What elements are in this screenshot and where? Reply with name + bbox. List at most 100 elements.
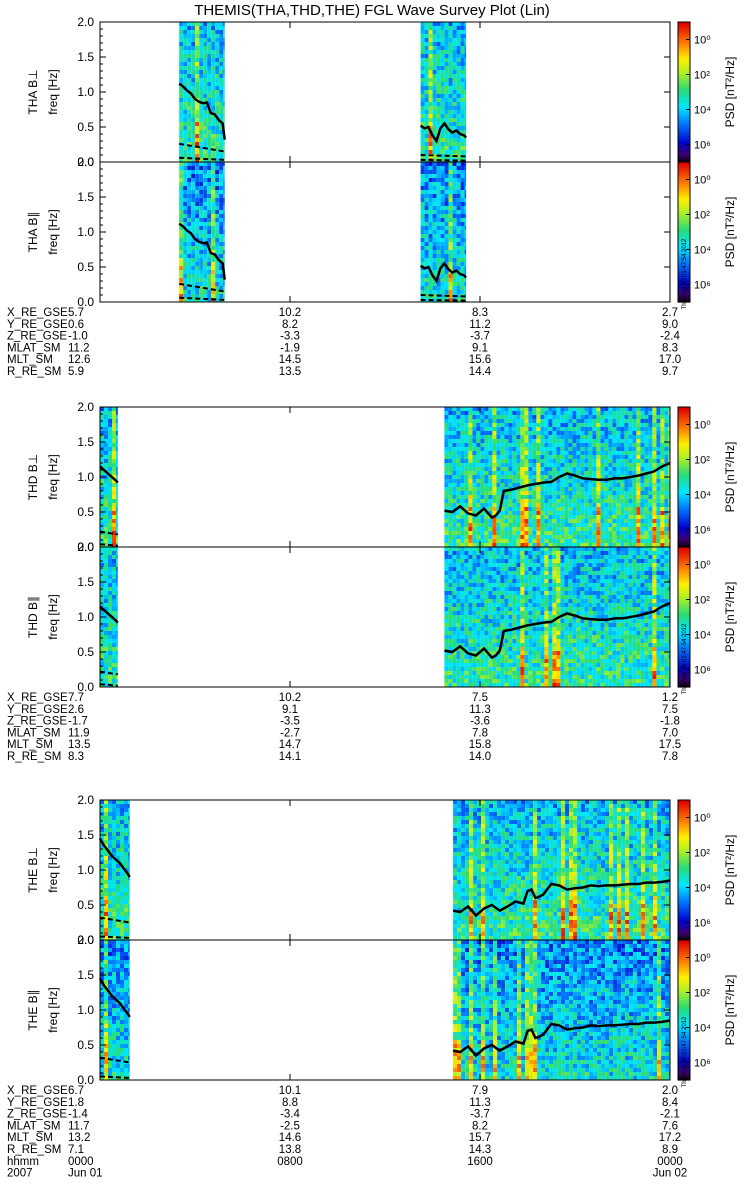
ephemeris-value: 13.8 [279,1144,301,1156]
ephemeris-value: 7.8 [662,751,678,763]
y-tick-label: 2.0 [77,15,94,29]
y-tick-label: 1.0 [77,610,94,624]
time-row-label: hhmm [7,1156,39,1168]
ephemeris-table: X_RE_GSE 7.7 10.2 7.5 1.2Y_RE_GSE 2.6 9.1 11.3 7… [7,692,681,763]
colorbar: 10⁶ 10⁴ 10² 10⁰ PSD [nT²/Hz] [677,21,737,163]
colorbar-tick-label: 10⁶ [694,665,711,677]
ephemeris-value: 2.6 [68,704,84,716]
colorbar-label: PSD [nT²/Hz] [723,197,737,268]
panel-label: THE B∥ [26,989,40,1030]
y-tick-label: 0.0 [77,933,94,947]
ephemeris-value: -3.7 [470,331,490,343]
colorbar: 10⁶ 10⁴ 10² 10⁰ PSD [nT²/Hz] Thu Aug 30 01:47… [677,939,737,1087]
dashed-line-lower [99,935,130,939]
timestamp-stamp: Thu Aug 30 01:47:54 2012 [682,1016,688,1087]
ephemeris-value: 14.3 [469,1144,491,1156]
y-tick-label: 1.0 [77,1003,94,1017]
ephemeris-row-label: R_RE_SM [7,751,61,763]
panel-label: THE B⊥ [26,847,40,893]
cyclotron-line [452,879,671,918]
ephemeris-value: 8.3 [68,751,84,763]
ephemeris-row-label: X_RE_GSE [7,307,68,319]
dashed-line-upper [99,916,130,924]
ephemeris-value: 2.7 [662,307,678,319]
cyclotron-line [452,1019,671,1058]
y-tick-label: 0.0 [77,155,94,169]
colorbar-tick-label: 10⁴ [694,105,711,117]
ephemeris-value: 14.4 [469,366,492,378]
colorbar-tick-label: 10² [694,848,710,860]
dashed-line-lower [99,1075,130,1079]
colorbar-tick-label: 10⁴ [694,490,711,502]
y-tick-label: 1.5 [77,968,94,982]
y-tick-label: 0.5 [77,645,94,659]
timestamp-stamp: Thu Aug 30 01:47:54 2012 [682,238,688,309]
ephemeris-value: -2.7 [280,727,300,739]
colorbar-label: PSD [nT²/Hz] [723,835,737,906]
ephemeris-value: 5.7 [68,307,84,319]
ephemeris-value: 8.2 [282,319,298,331]
dashed-line-lower [99,543,118,547]
colorbar-tick-label: 10⁶ [694,918,711,930]
ephemeris-value: 7.5 [472,692,488,704]
ephemeris-value: 15.6 [469,354,491,366]
colorbar-tick-label: 10² [694,595,710,607]
cyclotron-line [444,601,671,660]
ephemeris-row-label: Y_RE_GSE [7,319,68,331]
ephemeris-value: 6.7 [68,1085,84,1097]
ephemeris-value: 0.6 [68,319,84,331]
cyclotron-line [419,121,468,144]
y-tick-label: 0.0 [77,295,94,309]
ephemeris-value: 1.2 [662,692,678,704]
x-tick-label: 1600 [467,1156,493,1168]
ephemeris-row-label: Z_RE_GSE [7,1109,67,1121]
ephemeris-value: 8.9 [662,1144,678,1156]
ephemeris-value: 14.0 [469,751,491,763]
ephemeris-value: 9.0 [662,319,678,331]
spectrogram [100,800,670,940]
y-tick-label: 1.5 [77,828,94,842]
colorbar-tick-label: 10⁰ [694,953,711,965]
ephemeris-value: -3.7 [470,1109,490,1121]
y-tick-label: 0.0 [77,540,94,554]
ephemeris-value: 17.5 [659,739,681,751]
colorbar-frame [677,161,691,303]
panel-label: THA B∥ [26,212,40,253]
ephemeris-value: 7.0 [662,727,678,739]
ephemeris-value: 11.2 [469,319,491,331]
figure-title: THEMIS(THA,THD,THE) FGL Wave Survey Plot… [194,2,550,19]
y-tick-label: 2.0 [77,933,94,947]
ephemeris-row-label: MLAT_SM [7,342,60,354]
colorbar-tick-label: 10⁴ [694,1023,711,1035]
y-tick-label: 1.0 [77,85,94,99]
y-tick-label: 1.0 [77,863,94,877]
y-tick-label: 0.0 [77,680,94,694]
ephemeris-value: 13.5 [279,366,301,378]
colorbar-tick-label: 10⁴ [694,630,711,642]
ephemeris-row-label: MLAT_SM [7,727,60,739]
ephemeris-row-label: Y_RE_GSE [7,704,68,716]
cyclotron-line [99,605,119,624]
ephemeris-value: -2.4 [660,331,680,343]
ephemeris-value: 10.1 [279,1085,301,1097]
ephemeris-value: 10.2 [279,307,301,319]
ephemeris-value: 11.3 [469,704,491,716]
y-axis-label: freq [Hz] [46,454,60,499]
ephemeris-value: -1.8 [660,716,680,728]
colorbar-tick-label: 10⁶ [694,280,711,292]
cyclotron-line [99,465,119,484]
ephemeris-value: -1.0 [68,331,88,343]
ephemeris-value: 1.8 [68,1097,84,1109]
spectrogram [100,547,670,687]
ephemeris-value: 15.8 [469,739,491,751]
spectrogram [100,407,670,547]
y-tick-label: 1.0 [77,470,94,484]
ephemeris-value: 14.7 [279,739,301,751]
colorbar-label: PSD [nT²/Hz] [723,582,737,653]
x-tick-label: 0000 [657,1156,683,1168]
colorbar: 10⁶ 10⁴ 10² 10⁰ PSD [nT²/Hz] [677,799,737,941]
